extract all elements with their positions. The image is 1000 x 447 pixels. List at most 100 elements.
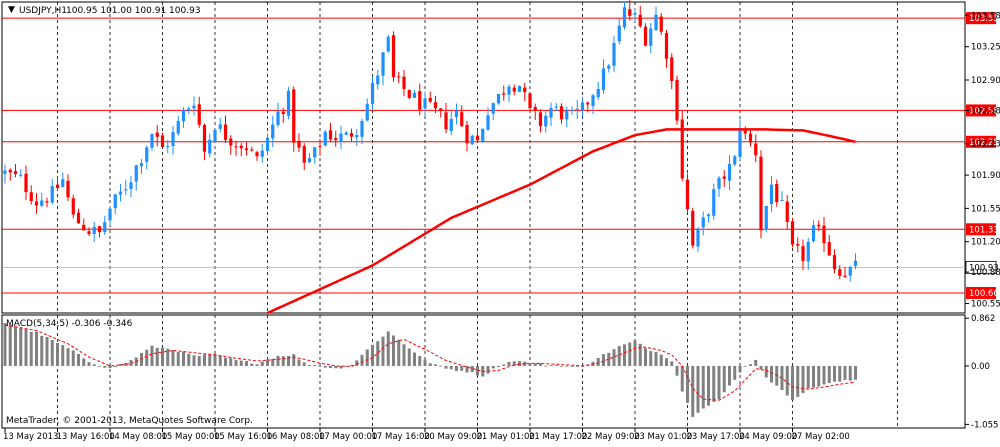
candle [13,164,18,178]
macd-bar [455,365,458,371]
candle [544,111,548,133]
candle-body [108,208,112,221]
candle-body [796,244,800,246]
macd-bar [260,361,264,366]
macd-tick-label: 0.862 [971,314,995,324]
macd-bar [381,336,385,366]
macd-bar [19,327,23,366]
time-label: 21 May 17:00 [529,432,587,442]
macd-bar [350,364,353,366]
macd-bar [838,365,842,382]
candle-body [822,225,826,244]
macd-bar [66,348,70,366]
candle [381,52,385,86]
candle-body [19,174,23,176]
candle [365,98,369,122]
candle-body [302,146,306,163]
candle-body [160,135,165,147]
macd-grid [57,315,898,428]
candle [24,165,28,201]
macd-bar [192,355,196,366]
macd-bar [297,359,301,366]
candle [607,63,611,73]
candle [470,134,474,145]
candle-body [565,110,569,120]
candle-body [166,146,170,148]
candle [680,110,684,182]
macd-bar [817,365,821,387]
candle-body [213,129,217,142]
candle [8,168,12,181]
candle-body [785,201,789,222]
macd-bar [428,363,432,366]
macd-bar [108,365,112,369]
candle [66,174,70,202]
macd-bar [87,362,91,366]
macd-bar [759,365,763,370]
candle-body [832,255,837,270]
time-label: 27 May 02:00 [792,432,850,442]
macd-bar [707,365,710,406]
candle-body [360,121,364,137]
candle-body [717,177,721,189]
macd-bar [8,324,12,366]
macd-bar [344,365,348,367]
macd-bar [470,365,474,373]
candle [402,69,406,96]
candle-body [171,132,175,147]
candle-body [55,184,60,189]
current-price-label: 100.93 [969,263,999,273]
candle-body [323,131,327,146]
candle-body [507,86,511,95]
candle-body [82,224,86,231]
macd-bar [376,341,380,366]
macd-bar [502,364,506,366]
macd-bar [50,339,54,366]
candle-body [706,214,711,217]
candle-body [355,135,359,138]
candle [276,102,280,128]
candle-body [391,35,396,78]
candle [586,101,590,113]
candle [176,115,180,136]
candle [570,106,574,115]
candle-body [365,103,369,121]
candle [92,221,96,243]
macd-bar [218,355,222,366]
candle-body [129,182,133,190]
candle-body [664,33,669,59]
candle-body [386,36,390,52]
candle [370,76,375,110]
candle [192,96,196,116]
candle-body [628,9,632,16]
macd-bar [166,348,170,366]
macd-bar [649,351,653,366]
candle-body [239,145,243,149]
time-label: 13 May 2013 [3,432,58,442]
candle [780,191,784,202]
candle-body [40,200,44,206]
price-tick-label: 102.58 [971,106,1000,116]
candle-body [24,173,28,193]
candle-body [202,124,207,152]
price-level-tag [966,223,996,236]
candle-body [286,90,291,116]
candle-body [764,206,768,230]
candle [832,249,837,274]
candle [827,234,831,256]
candle [496,93,501,105]
candle-body [250,149,254,151]
candle [696,226,700,252]
macd-bar [418,356,422,366]
candle [129,175,133,198]
candle [853,253,858,269]
candle [386,34,390,54]
macd-bar [796,365,800,397]
candle [108,206,112,226]
candle [717,175,721,197]
candle [160,132,165,147]
symbol-menu-icon[interactable]: ▼ [8,5,15,15]
candle-body [376,75,380,85]
candle [197,96,201,128]
